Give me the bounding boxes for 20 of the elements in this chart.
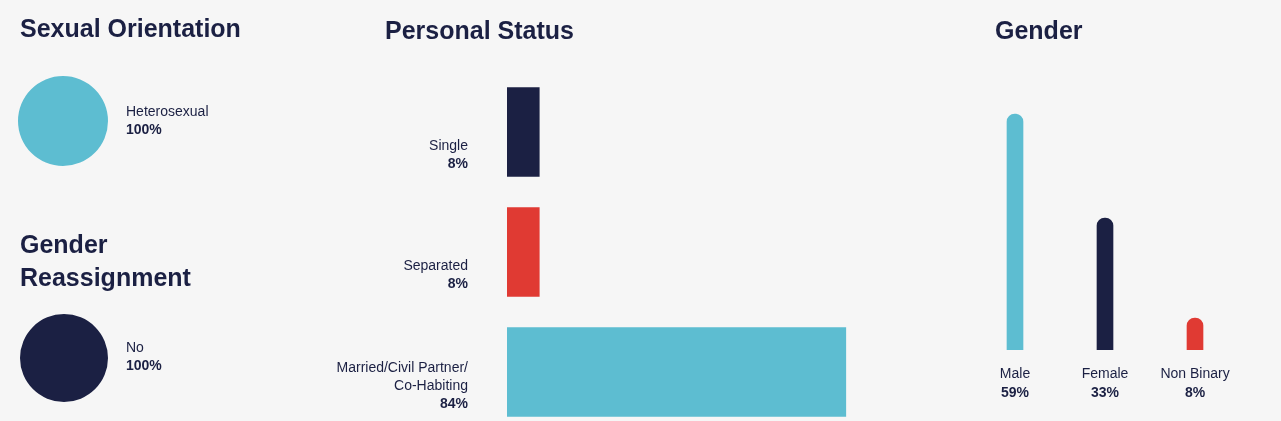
slice-label: No xyxy=(126,339,144,355)
data-label: 33% xyxy=(1090,384,1120,400)
chart-title: Sexual Orientation xyxy=(20,13,242,44)
y-tick-label: Single xyxy=(429,136,469,153)
data-label: 84% xyxy=(439,394,469,411)
data-label: 59% xyxy=(1000,384,1030,400)
chart-title: Personal Status xyxy=(385,15,575,46)
x-tick-label: Male xyxy=(999,365,1031,381)
y-tick-label: Married/Civil Partner/Co-Habiting xyxy=(336,358,469,393)
data-label: 8% xyxy=(447,274,469,291)
x-tick-label: Non Binary xyxy=(1160,365,1230,381)
data-label: 8% xyxy=(1184,384,1206,400)
chart-title: Gender xyxy=(995,15,1084,46)
chart-title: Gender Reassignment xyxy=(20,229,192,293)
x-tick-label: Female xyxy=(1081,365,1129,381)
data-label: 100% xyxy=(126,356,162,374)
data-label: 8% xyxy=(447,154,469,171)
y-tick-label: Separated xyxy=(403,256,468,273)
slice-label: Heterosexual xyxy=(126,103,209,119)
data-label: 100% xyxy=(126,120,163,138)
